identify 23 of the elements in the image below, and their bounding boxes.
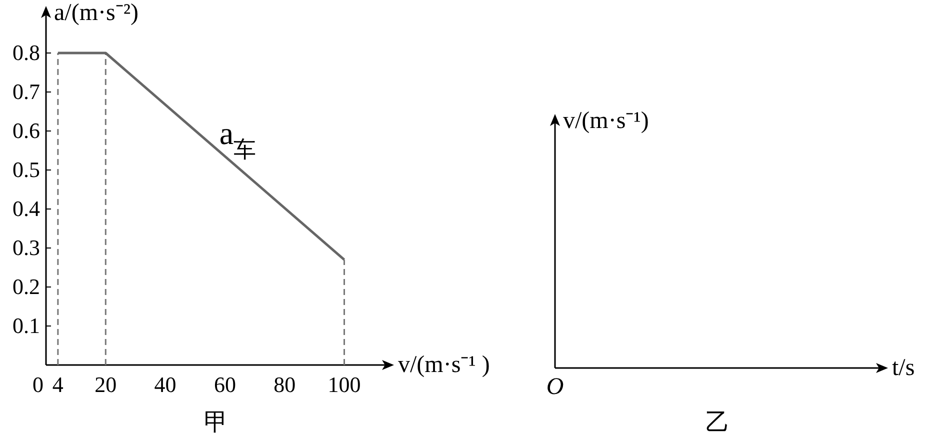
text: 乙 — [706, 410, 730, 436]
y-tick-label: 0.7 — [12, 79, 40, 104]
text: t/s — [892, 355, 915, 381]
x-tick-label: 0 — [32, 372, 44, 397]
x-tick-label: 60 — [214, 372, 236, 397]
x-axis-title: v/(m·s⁻¹ ) — [398, 352, 490, 378]
x-tick-label: 4 — [52, 372, 64, 397]
y-tick-label: 0.1 — [12, 313, 40, 338]
text: 甲 — [204, 410, 228, 436]
x-tick-label: 100 — [328, 372, 361, 397]
y-tick-label: 0.5 — [12, 157, 40, 182]
y-tick-label: 0.4 — [12, 196, 40, 221]
text: O — [546, 374, 564, 400]
x-tick-label: 80 — [274, 372, 296, 397]
x-tick-label: 20 — [94, 372, 117, 397]
y-tick-label: 0.6 — [12, 118, 40, 143]
y-tick-label: 0.3 — [12, 235, 40, 260]
y-tick-label: 0.2 — [12, 274, 40, 299]
annotation: a$_{车}$ — [219, 114, 256, 162]
y-axis-title: a/(m·s⁻²) — [54, 0, 138, 26]
x-tick-label: 40 — [154, 372, 176, 397]
text: v/(m·s⁻¹) — [563, 108, 649, 134]
y-tick-label: 0.8 — [12, 40, 40, 65]
